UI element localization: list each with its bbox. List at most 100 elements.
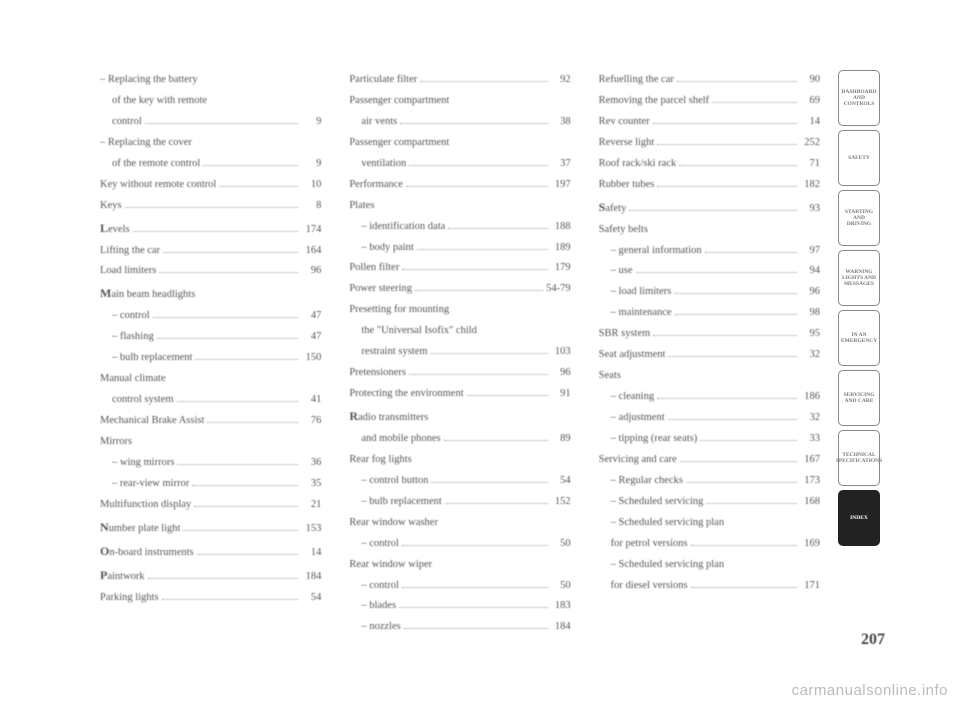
index-entry-label: Key without remote control [100,175,216,195]
index-entry: On-board instruments14 [100,540,321,563]
leader-dots [657,144,797,145]
index-entry-label: Pollen filter [349,258,399,278]
section-tab[interactable]: TECHNICAL SPECIFICATIONS [838,430,880,486]
index-entry-page: 54 [301,588,321,608]
index-entry-page: 169 [800,534,820,554]
index-entry-label: Keys [100,196,122,216]
index-entry-page: 10 [301,175,321,195]
index-entry-label: Rubber tubes [599,175,655,195]
leader-dots [133,231,299,232]
index-entry-label: Seats [599,366,621,386]
leader-dots [177,464,298,465]
index-entry-label: – load limiters [611,282,672,302]
section-tab[interactable]: DASHBOARD AND CONTROLS [838,70,880,126]
index-entry-page: 152 [551,492,571,512]
index-entry-label: – tipping (rear seats) [611,429,698,449]
leader-dots [691,545,797,546]
leader-dots [420,81,547,82]
index-entry: – identification data188 [349,217,570,237]
index-columns: – Replacing the batteryof the key with r… [100,70,820,630]
leader-dots [674,293,797,294]
index-entry-label: Reverse light [599,133,655,153]
leader-dots [679,165,797,166]
index-entry-label: – Scheduled servicing plan [611,513,724,533]
index-entry-label: – nozzles [361,617,400,637]
index-entry: – flashing47 [100,327,321,347]
index-entry-page: 54 [551,471,571,491]
index-entry-page: 96 [551,363,571,383]
index-entry-page: 97 [800,241,820,261]
leader-dots [163,252,298,253]
section-tab[interactable]: STARTING AND DRIVING [838,190,880,246]
index-entry-label: Load limiters [100,261,156,281]
index-entry-label: – wing mirrors [112,453,174,473]
index-entry: Reverse light252 [599,133,820,153]
leader-dots [197,554,299,555]
section-tab[interactable]: WARNING LIGHTS AND MESSAGES [838,250,880,306]
index-entry-page: 8 [301,196,321,216]
section-tab-label: STARTING AND DRIVING [839,207,879,229]
index-entry: – general information97 [599,241,820,261]
index-entry-label: Rear window wiper [349,555,432,575]
index-entry-label: Multifunction display [100,495,191,515]
index-entry-label: Roof rack/ski rack [599,154,677,174]
index-entry-label: – cleaning [611,387,654,407]
index-entry-page: 38 [551,112,571,132]
index-entry-label: – blades [361,596,396,616]
leader-dots [657,398,797,399]
index-entry-page: 69 [800,91,820,111]
leader-dots [444,440,548,441]
index-entry: Power steering54-79 [349,279,570,299]
index-entry-page: 92 [551,70,571,90]
index-entry: Seat adjustment32 [599,345,820,365]
leader-dots [712,102,797,103]
index-entry: – bulb replacement150 [100,348,321,368]
leader-dots [431,353,548,354]
section-tab[interactable]: IN AN EMERGENCY [838,310,880,366]
index-entry: Safety93 [599,196,820,219]
leader-dots [400,123,547,124]
index-entry-page: 54-79 [546,279,571,299]
section-tab-label: SERVICING AND CARE [839,390,879,406]
index-entry-label: Pretensioners [349,363,406,383]
index-entry: – adjustment32 [599,408,820,428]
section-tab[interactable]: SERVICING AND CARE [838,370,880,426]
index-entry: Lifting the car164 [100,241,321,261]
leader-dots [157,338,299,339]
index-entry-label: – Replacing the battery [100,70,198,90]
index-entry: – control47 [100,306,321,326]
leader-dots [195,359,298,360]
index-entry-label: – Regular checks [611,471,683,491]
index-entry: Passenger compartment [349,91,570,111]
index-entry: Multifunction display21 [100,495,321,515]
index-column-1: – Replacing the batteryof the key with r… [100,70,321,630]
index-entry-page: 184 [551,617,571,637]
index-entry: Pretensioners 96 [349,363,570,383]
index-entry-page: 90 [800,70,820,90]
index-entry-page: 50 [551,534,571,554]
index-entry: Rubber tubes182 [599,175,820,195]
leader-dots [153,317,299,318]
index-entry-label: Rev counter [599,112,650,132]
index-entry-page: 14 [800,112,820,132]
section-tab-label: DASHBOARD AND CONTROLS [839,87,879,109]
index-entry-label: Manual climate [100,369,166,389]
leader-dots [677,81,797,82]
index-entry-label: Rear window washer [349,513,438,533]
index-entry-label: for petrol versions [611,534,688,554]
section-tab[interactable]: INDEX [838,490,880,546]
index-entry-label: Passenger compartment [349,91,449,111]
index-entry-label: of the remote control [112,154,200,174]
index-entry: Rear window wiper [349,555,570,575]
index-entry-label: Safety belts [599,220,648,240]
section-tab-label: TECHNICAL SPECIFICATIONS [834,450,884,466]
leader-dots [705,252,797,253]
index-entry: control9 [100,112,321,132]
index-entry-label: Mechanical Brake Assist [100,411,204,431]
index-entry-page: 9 [301,154,321,174]
index-entry-label: Safety [599,196,627,219]
index-entry: – load limiters96 [599,282,820,302]
index-entry-page: 47 [301,327,321,347]
section-tab[interactable]: SAFETY [838,130,880,186]
leader-dots [467,395,548,396]
